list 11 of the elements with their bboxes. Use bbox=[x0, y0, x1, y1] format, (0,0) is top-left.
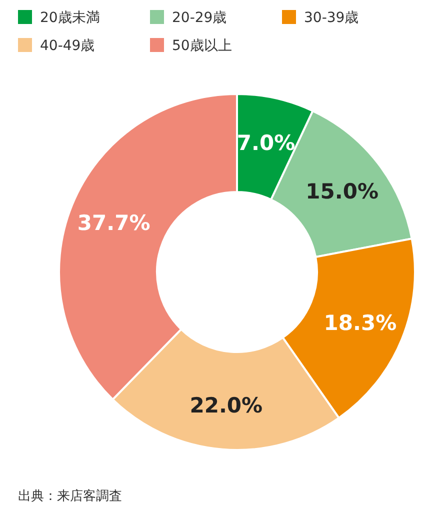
legend-label: 40-49歳 bbox=[40, 38, 95, 54]
legend-label: 30-39歳 bbox=[304, 10, 359, 26]
legend-label: 50歳以上 bbox=[172, 38, 232, 54]
data-label: 22.0% bbox=[190, 394, 263, 418]
data-label: 7.0% bbox=[236, 131, 296, 156]
source-note: 出典：来店客調査 bbox=[18, 488, 122, 504]
data-label: 18.3% bbox=[324, 311, 397, 336]
legend-label: 20歳未満 bbox=[40, 10, 100, 26]
data-label: 37.7% bbox=[77, 210, 150, 235]
data-label: 15.0% bbox=[306, 179, 379, 204]
legend-label: 20-29歳 bbox=[172, 10, 227, 26]
